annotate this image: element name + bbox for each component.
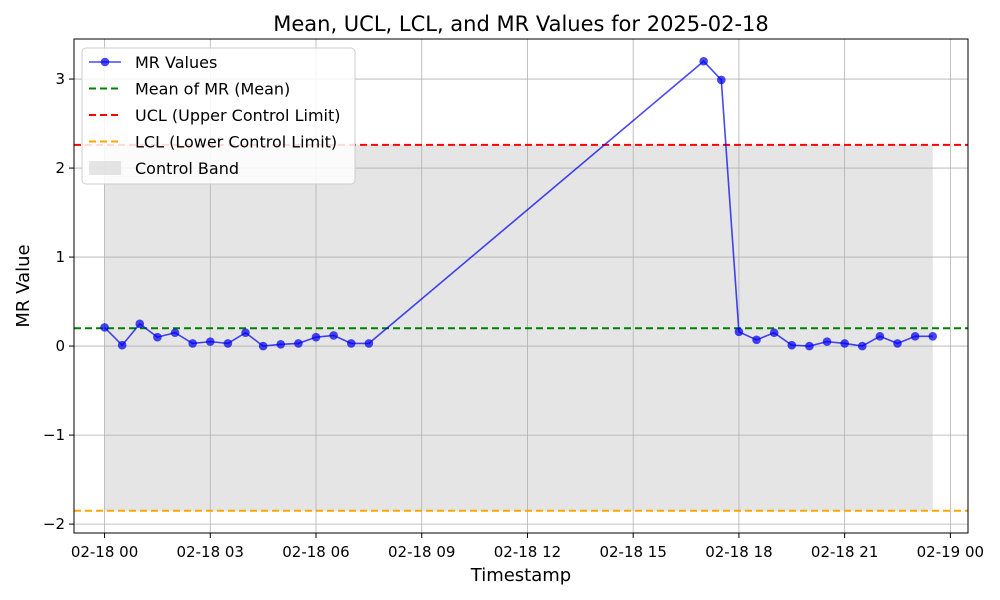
legend-label: LCL (Lower Control Limit) xyxy=(135,133,337,152)
mr-data-point xyxy=(805,341,814,351)
mr-data-point xyxy=(294,339,303,348)
mr-data-point xyxy=(893,339,902,348)
series-layer xyxy=(100,56,938,351)
mr-data-point xyxy=(734,327,744,337)
x-tick-label: 02-18 06 xyxy=(282,543,349,561)
x-tick-label: 02-18 03 xyxy=(177,543,244,561)
mr-data-point xyxy=(153,332,162,342)
x-tick-label: 02-18 15 xyxy=(599,543,666,561)
mr-data-point xyxy=(364,339,374,348)
x-tick-label: 02-18 12 xyxy=(494,543,561,561)
mr-data-point xyxy=(205,337,215,346)
mr-data-point xyxy=(769,328,779,338)
legend-box xyxy=(81,47,356,185)
mr-data-point xyxy=(311,332,321,342)
mr-data-point xyxy=(241,328,250,338)
legend-marker xyxy=(89,161,121,175)
mr-data-point xyxy=(117,340,127,350)
mr-data-point xyxy=(223,339,233,348)
y-tick-label: 3 xyxy=(55,70,65,88)
y-tick-label: −2 xyxy=(43,515,65,533)
y-tick-label: 0 xyxy=(55,337,65,355)
legend-label: Mean of MR (Mean) xyxy=(135,80,290,99)
mr-data-point xyxy=(752,335,761,345)
x-tick-label: 02-18 21 xyxy=(811,543,878,561)
x-tick-label: 02-19 00 xyxy=(917,543,984,561)
plot-frame xyxy=(73,38,969,534)
mr-data-point xyxy=(822,337,832,346)
y-axis-title: MR Value xyxy=(13,244,34,327)
mr-data-point xyxy=(857,341,867,351)
legend: MR Values Mean of MR (Mean) UCL (Upper Con… xyxy=(81,47,356,185)
y-tick-label: 1 xyxy=(55,248,65,266)
legend-marker-dot xyxy=(100,57,110,67)
x-tick-label: 02-18 18 xyxy=(705,543,772,561)
mr-data-point xyxy=(910,331,920,341)
legend-label: Control Band xyxy=(135,159,239,178)
x-axis-title: Timestamp xyxy=(470,565,571,586)
mr-data-point xyxy=(928,331,938,341)
x-tick-label: 02-18 09 xyxy=(388,543,455,561)
legend-label: MR Values xyxy=(135,53,217,72)
mr-data-point xyxy=(135,319,145,329)
mr-data-point xyxy=(329,331,338,340)
ticks-layer: 02-18 00 02-18 03 02-18 06 02-18 09 02-18 12… xyxy=(43,70,984,561)
mr-data-point xyxy=(276,340,286,349)
mr-data-point xyxy=(875,331,885,341)
y-tick-label: 2 xyxy=(55,159,65,177)
mr-data-point xyxy=(258,341,268,351)
mr-data-point xyxy=(716,75,726,85)
chart-title: Mean, UCL, LCL, and MR Values for 2025-0… xyxy=(273,12,769,36)
mr-data-point xyxy=(170,328,180,338)
y-tick-label: −1 xyxy=(43,426,65,444)
mr-data-point xyxy=(699,56,708,66)
mr-data-point xyxy=(100,323,109,332)
mr-data-point xyxy=(840,339,849,348)
legend-label: UCL (Upper Control Limit) xyxy=(135,106,340,125)
mr-data-point xyxy=(787,340,797,350)
mr-data-point xyxy=(346,339,356,348)
mr-data-point xyxy=(188,339,197,348)
x-tick-label: 02-18 00 xyxy=(71,543,138,561)
